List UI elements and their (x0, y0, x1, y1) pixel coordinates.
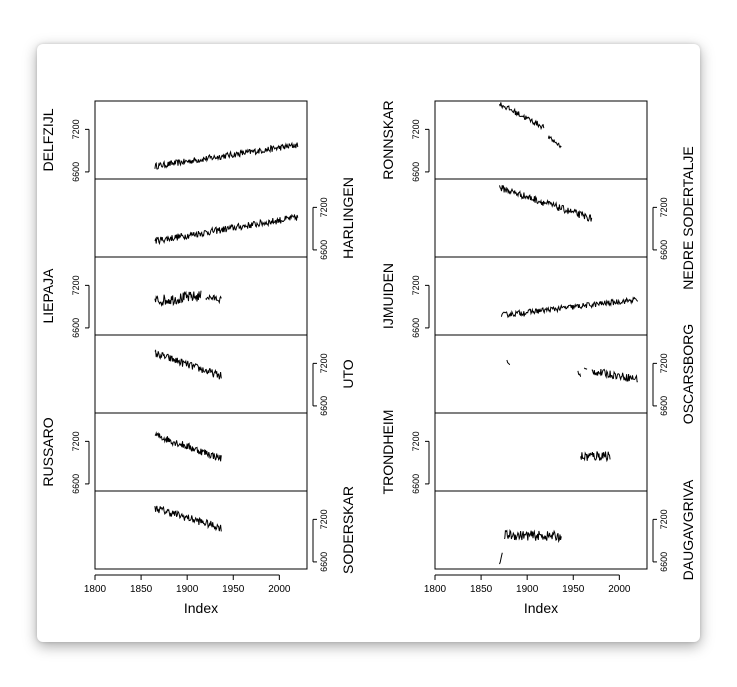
panel-frame-delfzijl (94, 100, 308, 180)
y-tick-label-uto-7200: 7200 (319, 353, 329, 373)
y-tick-label-russaro-6600: 6600 (71, 474, 81, 494)
y-tick-label-ronnskar-6600: 6600 (411, 162, 421, 182)
y-tick-label-ijmuiden-6600: 6600 (411, 318, 421, 338)
series-line-oscarsborg-3 (591, 368, 638, 383)
x-tick-label-col1-1800: 1800 (84, 584, 107, 595)
series-line-nedre-sodertalje-0 (499, 185, 593, 222)
y-tick-label-russaro-7200: 7200 (71, 431, 81, 451)
series-line-oscarsborg-2 (583, 367, 588, 370)
series-line-soderskar-0 (154, 505, 222, 532)
figure-card: 6600 7200 DELFZIJL 6600 7200 HARLINGEN 6600 720… (37, 44, 700, 642)
panel-label-ronnskar: RONNSKAR (380, 100, 396, 179)
panel-label-nedre-sodertalje: NEDRE SODERTALJE (680, 146, 696, 289)
panel-label-ijmuiden: IJMUIDEN (380, 263, 396, 329)
series-line-harlingen-0 (154, 213, 299, 246)
y-tick-label-oscarsborg-6600: 6600 (659, 396, 669, 416)
series-line-daugavgriva-1 (503, 528, 562, 544)
panel-frame-ronnskar (434, 100, 648, 180)
y-tick-label-ronnskar-7200: 7200 (411, 119, 421, 139)
panel-label-soderskar: SODERSKAR (340, 486, 356, 574)
series-line-oscarsborg-0 (506, 359, 511, 366)
series-line-russaro-0 (154, 431, 222, 462)
panel-frame-nedre-sodertalje (434, 178, 648, 258)
x-tick-label-col2-2000: 2000 (608, 584, 631, 595)
series-line-ijmuiden-0 (500, 296, 639, 319)
x-tick-label-col1-1900: 1900 (176, 584, 199, 595)
x-tick-label-col1-1850: 1850 (130, 584, 153, 595)
y-tick-label-nedre-sodertalje-7200: 7200 (659, 197, 669, 217)
series-line-daugavgriva-0 (499, 552, 503, 565)
y-tick-label-daugavgriva-6600: 6600 (659, 552, 669, 572)
panel-label-uto: UTO (340, 359, 356, 388)
y-tick-label-oscarsborg-7200: 7200 (659, 353, 669, 373)
panel-frame-soderskar (94, 490, 308, 570)
x-tick-label-col1-2000: 2000 (268, 584, 291, 595)
series-line-delfzijl-0 (154, 141, 299, 170)
x-axis-title-col2: Index (524, 600, 558, 616)
panel-label-oscarsborg: OSCARSBORG (680, 324, 696, 424)
panel-label-delfzijl: DELFZIJL (40, 108, 56, 171)
x-tick-label-col2-1850: 1850 (470, 584, 493, 595)
y-tick-label-harlingen-7200: 7200 (319, 197, 329, 217)
y-tick-label-delfzijl-7200: 7200 (71, 119, 81, 139)
series-line-liepaja-1 (205, 294, 222, 305)
y-tick-label-harlingen-6600: 6600 (319, 240, 329, 260)
panel-frame-daugavgriva (434, 490, 648, 570)
series-line-ronnskar-1 (547, 135, 562, 149)
panel-label-liepaja: LIEPAJA (40, 268, 56, 324)
series-line-oscarsborg-1 (577, 370, 582, 377)
y-tick-label-trondheim-6600: 6600 (411, 474, 421, 494)
x-axis-title-col1: Index (184, 600, 218, 616)
x-tick-label-col2-1950: 1950 (562, 584, 585, 595)
series-line-ronnskar-0 (499, 102, 545, 131)
y-tick-label-soderskar-6600: 6600 (319, 552, 329, 572)
stacked-time-series-chart: 6600 7200 DELFZIJL 6600 7200 HARLINGEN 6600 720… (40, 100, 696, 616)
panel-label-harlingen: HARLINGEN (340, 177, 356, 259)
panel-frame-ijmuiden (434, 256, 648, 336)
y-tick-label-liepaja-7200: 7200 (71, 275, 81, 295)
y-tick-label-uto-6600: 6600 (319, 396, 329, 416)
panel-label-daugavgriva: DAUGAVGRIVA (680, 479, 696, 580)
x-tick-label-col1-1950: 1950 (222, 584, 245, 595)
panel-frame-harlingen (94, 178, 308, 258)
series-line-uto-0 (154, 349, 222, 380)
y-tick-label-trondheim-7200: 7200 (411, 431, 421, 451)
panel-label-russaro: RUSSARO (40, 417, 56, 486)
panel-label-trondheim: TRONDHEIM (380, 410, 396, 495)
x-tick-label-col2-1900: 1900 (516, 584, 539, 595)
panel-frame-trondheim (434, 412, 648, 492)
series-line-trondheim-0 (580, 451, 611, 463)
y-tick-label-ijmuiden-7200: 7200 (411, 275, 421, 295)
y-tick-label-soderskar-7200: 7200 (319, 509, 329, 529)
y-tick-label-liepaja-6600: 6600 (71, 318, 81, 338)
panel-frame-liepaja (94, 256, 308, 336)
y-tick-label-daugavgriva-7200: 7200 (659, 509, 669, 529)
y-tick-label-delfzijl-6600: 6600 (71, 162, 81, 182)
panel-frame-uto (94, 334, 308, 414)
x-tick-label-col2-1800: 1800 (424, 584, 447, 595)
y-tick-label-nedre-sodertalje-6600: 6600 (659, 240, 669, 260)
series-line-liepaja-0 (154, 290, 202, 307)
